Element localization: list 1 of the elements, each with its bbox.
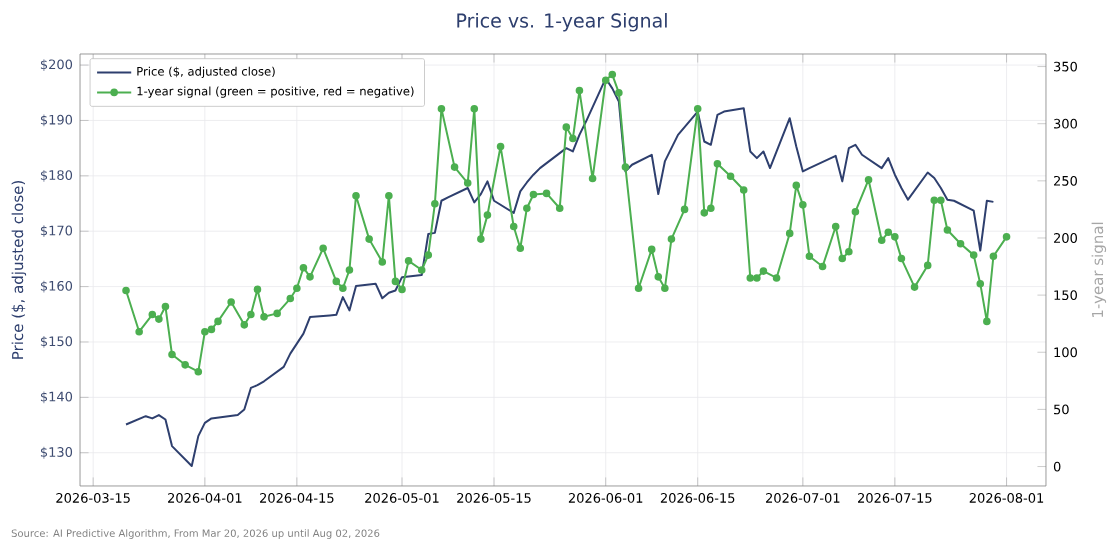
chart-title: Price vs. 1-year Signal <box>457 13 667 32</box>
